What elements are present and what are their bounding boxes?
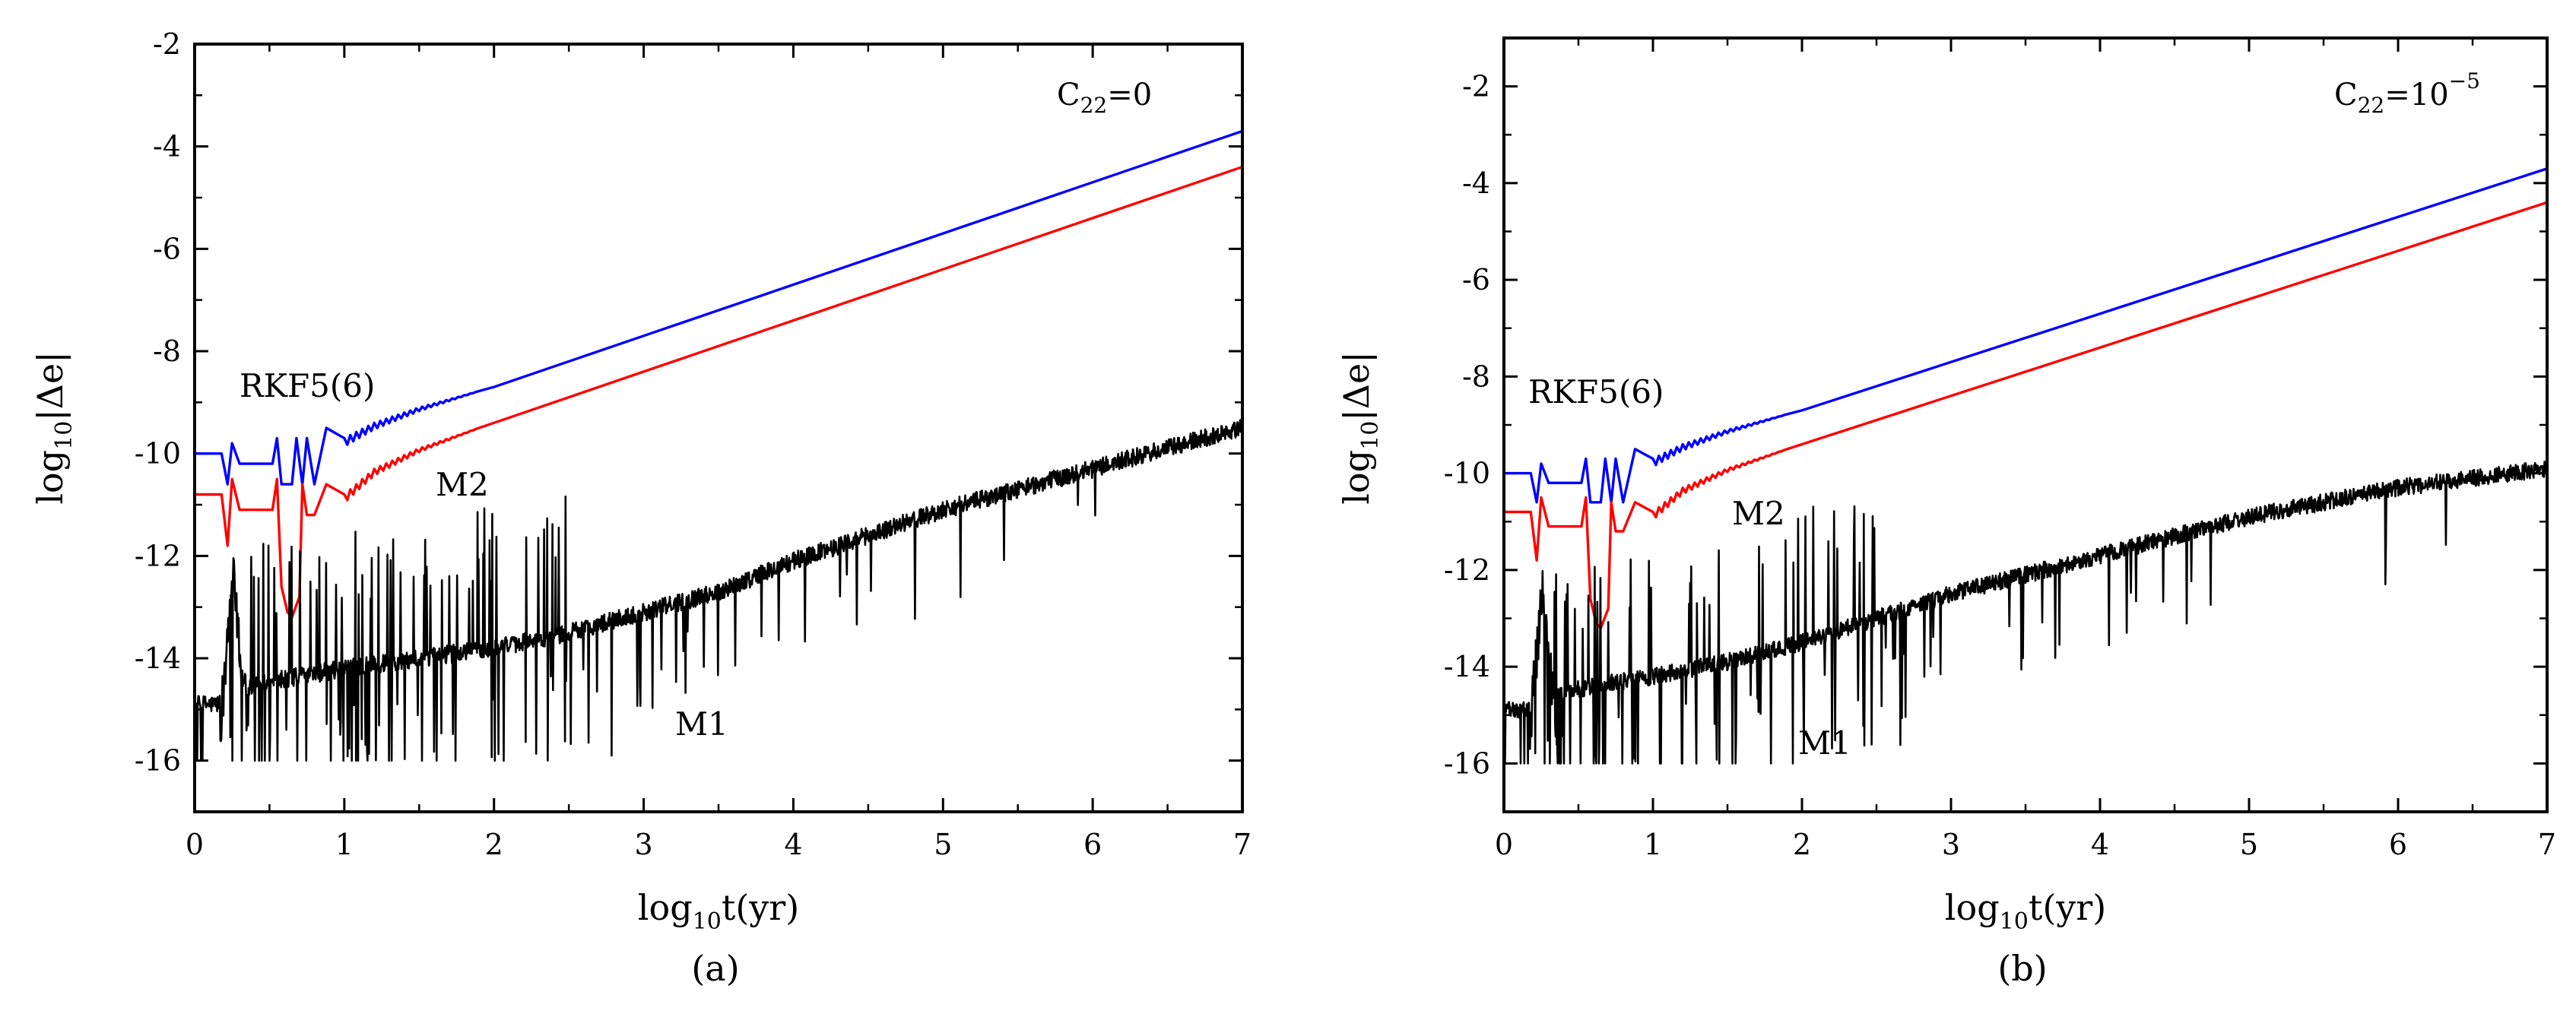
series-m2-line [1504,201,2547,629]
y-tick-label: -8 [1462,360,1490,393]
panel-a: 0 1 2 3 4 5 6 7 -16 -14 -12 -10 -8 -6 -4 -2 C22=0 RKF5(… [30,27,1252,989]
x-tick-label: 3 [634,828,652,861]
panel-b-rkf-label: RKF5(6) [1528,373,1664,410]
x-tick-label: 1 [1644,828,1662,861]
panel-b-y-axis-title: log10|Δe| [1336,351,1384,505]
y-tick-label: -14 [135,642,181,675]
y-tick-label: -16 [135,744,181,778]
x-tick-label: 5 [934,828,952,861]
x-tick-label: 0 [186,828,204,861]
panel-b: 0 1 2 3 4 5 6 7 -16 -14 -12 -10 -8 -6 -4 -2 C22=10−5 RK… [1336,36,2556,989]
panel-a-tick-labels: 0 1 2 3 4 5 6 7 -16 -14 -12 -10 -8 -6 -4 -2 [135,27,1252,861]
x-tick-label: 4 [2091,828,2109,861]
x-tick-label: 6 [1083,828,1102,861]
panel-a-m1-label: M1 [675,705,728,743]
y-tick-label: -10 [135,437,181,471]
x-tick-label: 0 [1495,828,1513,861]
series-m2-line [195,165,1242,619]
y-tick-label: -16 [1444,746,1490,780]
y-tick-label: -14 [1444,650,1490,683]
x-tick-label: 7 [1233,828,1252,861]
panel-a-caption: (a) [691,948,739,989]
y-tick-label: -12 [135,539,181,572]
series-rkf5-6--line [195,129,1242,486]
x-tick-label: 7 [2538,828,2556,861]
x-tick-label: 6 [2389,828,2407,861]
y-tick-label: -4 [1462,166,1490,200]
y-tick-label: -2 [153,27,181,61]
x-tick-label: 4 [784,828,802,861]
panel-a-m2-label: M2 [436,466,489,503]
panel-b-m2-label: M2 [1732,495,1785,532]
y-tick-label: -6 [153,232,181,265]
x-tick-label: 2 [485,828,503,861]
panel-b-series [1504,167,2547,765]
y-tick-label: -12 [1444,553,1490,587]
panel-b-annotation: C22=10−5 [2334,68,2480,118]
panel-a-x-axis-title: log10t(yr) [638,887,799,935]
x-tick-label: 5 [2240,828,2258,861]
panel-a-series [195,129,1242,762]
panel-a-y-axis-title: log10|Δe| [30,351,78,505]
panel-b-frame [1502,36,2549,813]
series-m1-line [195,418,1242,762]
x-tick-label: 2 [1793,828,1811,861]
x-tick-label: 3 [1942,828,1960,861]
panel-b-x-axis-title: log10t(yr) [1945,887,2106,935]
panel-a-rkf-label: RKF5(6) [240,367,375,404]
x-tick-label: 1 [335,828,354,861]
y-tick-label: -8 [153,334,181,368]
panel-b-tick-labels: 0 1 2 3 4 5 6 7 -16 -14 -12 -10 -8 -6 -4 -2 [1444,70,2556,861]
panel-b-caption: (b) [1997,948,2047,989]
y-tick-label: -6 [1462,263,1490,296]
y-tick-label: -4 [153,130,181,163]
y-tick-label: -2 [1462,70,1490,103]
panel-a-annotation: C22=0 [1057,78,1152,118]
series-m1-line [1504,461,2547,765]
panel-b-m1-label: M1 [1798,724,1851,762]
series-rkf5-6--line [1504,167,2547,504]
y-tick-label: -10 [1444,457,1490,490]
panel-a-frame [193,43,1244,813]
